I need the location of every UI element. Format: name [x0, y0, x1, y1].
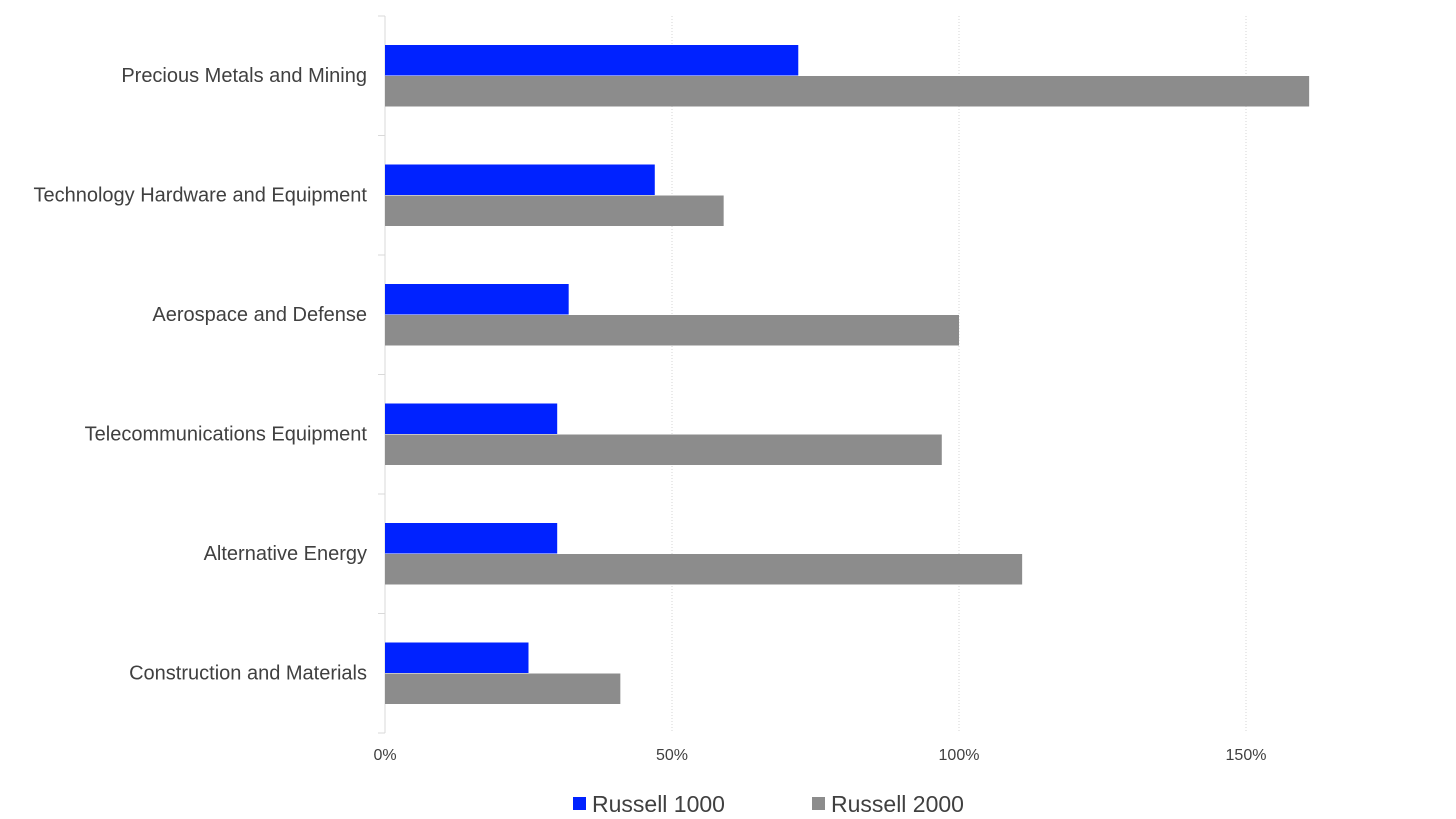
category-label: Aerospace and Defense [152, 304, 367, 326]
bar-russell-1000 [385, 642, 529, 673]
bar-russell-2000 [385, 315, 959, 346]
bar-russell-1000 [385, 523, 558, 554]
bar-russell-1000 [385, 164, 655, 195]
x-tick-label: 100% [939, 747, 980, 764]
category-labels: Precious Metals and Mining Technology Har… [33, 65, 367, 685]
legend-label-russell-1000: Russell 1000 [592, 791, 725, 817]
legend-swatch-russell-1000 [573, 797, 586, 810]
x-tick-label: 50% [656, 747, 688, 764]
x-tick-label: 150% [1226, 747, 1267, 764]
legend-label-russell-2000: Russell 2000 [831, 791, 964, 817]
category-label: Alternative Energy [204, 543, 367, 565]
x-tick-labels: 0% 50% 100% 150% [373, 747, 1266, 764]
category-label: Construction and Materials [129, 663, 367, 685]
category-label: Technology Hardware and Equipment [33, 185, 367, 207]
x-tick-label: 0% [373, 747, 396, 764]
axes [378, 15, 386, 734]
category-label: Precious Metals and Mining [121, 65, 367, 87]
category-label: Telecommunications Equipment [85, 424, 368, 446]
bar-russell-2000 [385, 76, 1310, 107]
legend: Russell 1000 Russell 2000 [573, 791, 964, 817]
bar-russell-1000 [385, 45, 799, 76]
bar-russell-2000 [385, 554, 1023, 585]
bar-russell-2000 [385, 195, 724, 226]
bar-russell-1000 [385, 403, 558, 434]
gridlines [671, 16, 1247, 733]
bar-russell-1000 [385, 284, 569, 315]
bar-russell-2000 [385, 673, 621, 704]
bars [385, 45, 1310, 704]
legend-swatch-russell-2000 [812, 797, 825, 810]
bar-russell-2000 [385, 434, 942, 465]
